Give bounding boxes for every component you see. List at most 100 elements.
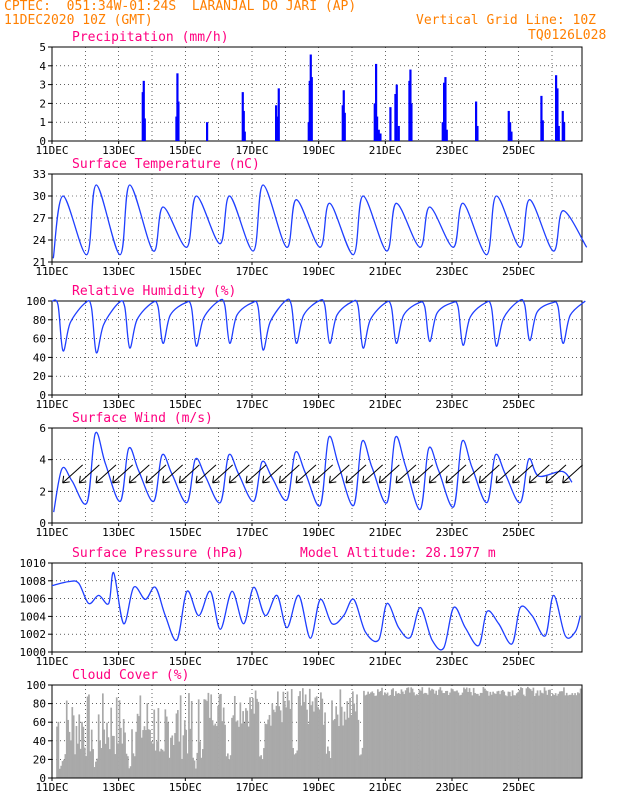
x-tick-label: 25DEC <box>502 655 535 668</box>
cloud-bar <box>432 689 435 778</box>
precip-bar <box>444 77 447 141</box>
wind-arrow <box>562 464 584 484</box>
cloud-bar <box>229 755 232 778</box>
panel-rh: Relative Humidity (%) 0 20 40 60 80 100 11DEC 13… <box>26 284 586 411</box>
cloud-bar <box>296 750 299 778</box>
precip-bar <box>510 131 513 141</box>
wind-arrow <box>78 464 100 484</box>
wind-arrow-head <box>445 475 454 484</box>
y-tick-label: 20 <box>33 370 46 383</box>
panel-precip: Precipitation (mm/h) 0 1 2 3 4 5 11DEC 13DEC 15DE… <box>35 30 583 157</box>
cloud-bar <box>417 694 419 778</box>
y-tick-label: 21 <box>33 256 46 269</box>
cloud-bar <box>411 688 414 778</box>
cloud-bar <box>118 700 121 778</box>
cloud-bar <box>521 688 524 778</box>
cloud-bar <box>192 757 194 778</box>
wind-arrow-head <box>378 475 387 484</box>
precip-bar <box>275 105 278 141</box>
cloud-bar <box>456 690 458 778</box>
cloud-bar <box>220 693 222 778</box>
x-tick-label: 13DEC <box>102 398 135 411</box>
cloud-bar <box>338 726 340 778</box>
precip-bar <box>343 112 346 141</box>
precip-bar <box>541 120 544 141</box>
cloud-bar <box>528 688 531 778</box>
cloud-bar <box>97 714 100 778</box>
cloud-bar <box>110 707 113 778</box>
cloud-bar <box>577 692 579 778</box>
wind-arrow <box>428 464 450 484</box>
cloud-bar <box>317 707 319 778</box>
cloud-bar <box>100 747 103 778</box>
cloud-bar <box>454 691 457 778</box>
wind-arrow-head <box>545 475 554 484</box>
cloud-bar <box>568 694 571 778</box>
panel-wind: Surface Wind (m/s) 0 2 4 6 11DEC 13DEC 15DEC 17D… <box>35 411 584 539</box>
cloud-bar <box>199 741 201 778</box>
wind-arrow-head <box>228 475 237 484</box>
cloud-bar <box>188 693 190 778</box>
cloud-bar <box>120 727 122 778</box>
wind-arrow-head <box>128 475 137 484</box>
cloud-bar <box>88 694 90 778</box>
cloud-bar <box>157 708 160 778</box>
cloud-bar <box>150 741 153 778</box>
cloud-bar <box>135 731 138 778</box>
cloud-bar <box>208 717 211 778</box>
cloud-bar <box>214 723 217 778</box>
wind-arrow <box>145 464 167 484</box>
cloud-bar <box>496 691 499 778</box>
cloud-bar <box>392 688 394 778</box>
cloud-bar <box>115 697 118 778</box>
cloud-bar <box>202 749 204 778</box>
cloud-bar <box>446 690 449 778</box>
cloud-bar <box>396 693 399 778</box>
cloud-bar <box>538 695 540 778</box>
cloud-bar <box>475 693 478 778</box>
precip-bar <box>557 125 560 141</box>
wind-arrow-head <box>328 475 337 484</box>
cloud-bar <box>213 725 215 778</box>
cloud-bar <box>542 693 544 778</box>
panel-subtitle-pres: Model Altitude: 28.1977 m <box>300 546 496 561</box>
cloud-bar <box>235 721 238 778</box>
y-tick-label: 60 <box>33 716 46 729</box>
precip-bar <box>555 75 558 141</box>
cloud-bar <box>200 757 203 778</box>
cloud-bar <box>168 757 171 778</box>
wind-arrow <box>62 464 84 484</box>
cloud-bar <box>478 695 481 778</box>
cloud-bar <box>518 689 521 778</box>
cloud-bar <box>93 767 96 778</box>
wind-arrow-head <box>212 475 220 484</box>
cloud-bar <box>467 691 469 778</box>
x-tick-label: 15DEC <box>169 781 202 794</box>
panel-frame <box>51 173 583 263</box>
x-tick-label: 23DEC <box>435 398 468 411</box>
cloud-bar <box>178 741 181 778</box>
cloud-bar <box>381 687 383 778</box>
cloud-bar <box>579 688 582 778</box>
cloud-bar <box>122 719 125 778</box>
cloud-bar <box>196 752 199 778</box>
cloud-bar <box>315 696 318 778</box>
cloud-bar <box>142 730 144 778</box>
cloud-bar <box>457 692 460 778</box>
precip-bar <box>377 129 380 141</box>
panel-frame <box>51 562 583 653</box>
precip-bar <box>556 88 559 141</box>
cloud-bar <box>353 703 356 778</box>
wind-arrow-head <box>145 475 154 484</box>
cloud-bar <box>74 754 76 778</box>
cloud-bar <box>415 694 418 778</box>
cloud-bar <box>167 722 169 778</box>
cloud-bar <box>508 691 511 778</box>
wind-arrow-head <box>528 475 537 484</box>
wind-arrow <box>245 464 267 484</box>
cloud-bar <box>425 693 428 778</box>
cloud-bar <box>378 691 381 778</box>
cloud-bar <box>206 701 208 778</box>
cloud-bar <box>211 720 214 778</box>
cloud-bar <box>336 714 339 778</box>
